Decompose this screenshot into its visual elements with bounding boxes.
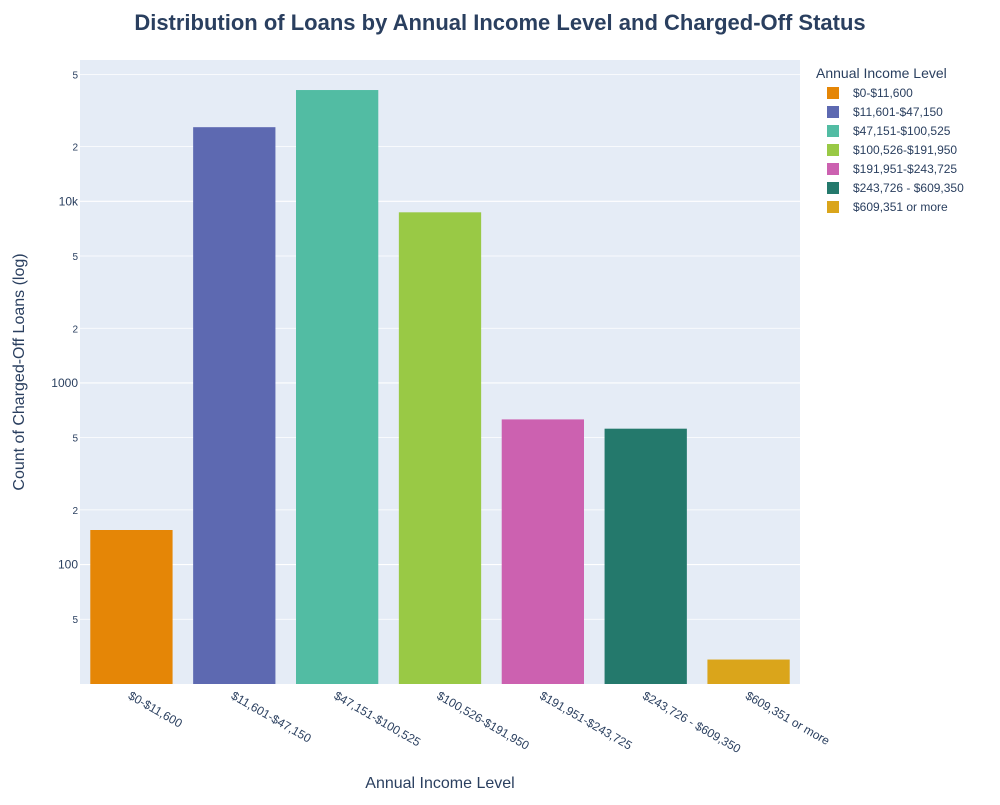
y-tick-label: 100 — [58, 558, 78, 572]
y-tick-label: 10k — [59, 194, 79, 208]
x-tick-label: $47,151-$100,525 — [332, 688, 424, 749]
legend-swatch[interactable] — [827, 87, 839, 99]
legend-label[interactable]: $100,526-$191,950 — [853, 143, 957, 157]
bar[interactable] — [707, 659, 790, 684]
y-axis-ticks: 100 1000 10k 5 2 5 2 5 2 5 — [51, 70, 79, 626]
bar[interactable] — [398, 212, 482, 685]
legend-swatch[interactable] — [827, 201, 839, 213]
bar[interactable] — [604, 428, 687, 684]
legend-title: Annual Income Level — [816, 65, 947, 81]
x-tick-label: $0-$11,600 — [126, 688, 185, 730]
legend-swatch[interactable] — [827, 125, 839, 137]
bar[interactable] — [193, 127, 276, 685]
y-minor-tick-label: 5 — [72, 70, 78, 81]
legend-label[interactable]: $47,151-$100,525 — [853, 124, 951, 138]
bars — [90, 90, 790, 685]
y-minor-tick-label: 2 — [72, 506, 78, 517]
x-tick-label: $11,601-$47,150 — [229, 688, 314, 745]
x-tick-label: $100,526-$191,950 — [435, 688, 532, 752]
y-minor-tick-label: 2 — [72, 324, 78, 335]
legend-swatch[interactable] — [827, 106, 839, 118]
bar[interactable] — [90, 530, 173, 684]
legend-label[interactable]: $11,601-$47,150 — [853, 105, 943, 119]
legend-label[interactable]: $243,726 - $609,350 — [853, 181, 964, 195]
y-tick-label: 1000 — [51, 376, 78, 390]
x-tick-label: $609,351 or more — [743, 688, 832, 748]
x-axis-title: Annual Income Level — [365, 775, 514, 792]
y-minor-tick-label: 2 — [72, 143, 78, 154]
legend-label[interactable]: $609,351 or more — [853, 200, 948, 214]
chart-title: Distribution of Loans by Annual Income L… — [134, 10, 865, 35]
y-minor-tick-label: 5 — [72, 252, 78, 263]
legend-swatch[interactable] — [827, 182, 839, 194]
y-minor-tick-label: 5 — [72, 434, 78, 445]
legend-swatch[interactable] — [827, 163, 839, 175]
y-axis-title: Count of Charged-Off Loans (log) — [11, 253, 28, 490]
legend: Annual Income Level $0-$11,600 $11,601-$4… — [816, 65, 964, 214]
x-axis-ticks: $0-$11,600 $11,601-$47,150 $47,151-$100,52… — [126, 688, 832, 756]
y-minor-tick-label: 5 — [72, 615, 78, 626]
legend-label[interactable]: $191,951-$243,725 — [853, 162, 957, 176]
legend-label[interactable]: $0-$11,600 — [853, 86, 913, 100]
bar[interactable] — [296, 90, 379, 684]
legend-swatch[interactable] — [827, 144, 839, 156]
x-tick-label: $243,726 - $609,350 — [640, 688, 743, 756]
x-tick-label: $191,951-$243,725 — [537, 688, 634, 752]
bar[interactable] — [501, 419, 584, 684]
